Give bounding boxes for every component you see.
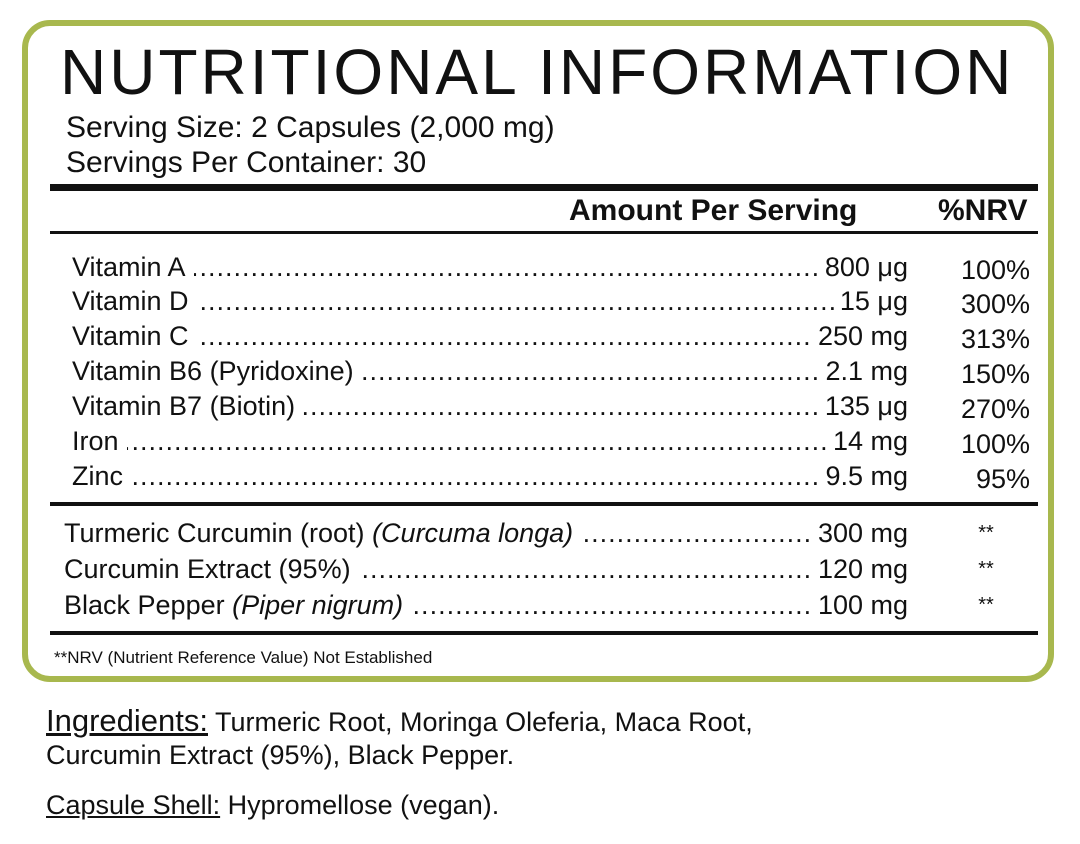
herbal-nrv: ** [978,522,994,544]
herbal-amount: 100 mg [813,588,908,622]
nutrient-nrv: 270% [960,394,1030,424]
leader-dots: ........................................… [72,426,908,456]
nutrient-row: Vitamin B7 (Biotin) ....................… [72,389,908,423]
nutrient-amount: 2.1 mg [821,354,908,388]
capsule-shell-text: Hypromellose (vegan). [227,790,500,820]
ingredients-line-2: Curcumin Extract (95%), Black Pepper. [46,740,515,770]
servings-per-container: Servings Per Container: 30 [66,146,427,179]
nutrient-name: Vitamin A [72,250,194,284]
herbal-latin-name: (Curcuma longa) [372,518,574,548]
nutrient-name: Vitamin D [72,284,197,318]
nutrient-nrv: 100% [960,255,1030,285]
amount-per-serving-header: Amount Per Serving [569,194,858,227]
herbal-row: Black Pepper (Piper nigrum) ............… [64,588,908,622]
nutrient-amount: 9.5 mg [821,459,908,493]
nrv-footnote: **NRV (Nutrient Reference Value) Not Est… [54,648,433,667]
capsule-shell-label: Capsule Shell: [46,790,221,820]
nutrition-panel: NUTRITIONAL INFORMATION Serving Size: 2 … [22,20,1054,682]
nutrient-row: Vitamin A ..............................… [72,250,908,284]
serving-size: Serving Size: 2 Capsules (2,000 mg) [66,111,555,144]
herbal-nrv: ** [978,558,994,580]
nutrient-amount: 135 μg [820,389,908,423]
leader-dots: ........................................… [72,252,908,282]
capsule-shell-line: Capsule Shell: Hypromellose (vegan). [46,788,499,822]
divider-top [50,184,1038,191]
divider-header [50,231,1038,234]
nutrient-name: Vitamin B6 (Pyridoxine) [72,354,362,388]
nutrient-row: Zinc ...................................… [72,459,908,493]
leader-dots: ........................................… [72,461,908,491]
leader-dots: ........................................… [72,321,908,351]
herbal-common-name: Black Pepper [64,590,225,620]
nutrient-nrv: 313% [960,324,1030,354]
nrv-header: %NRV [938,194,1028,227]
panel-title: NUTRITIONAL INFORMATION [60,36,1015,108]
herbal-row: Turmeric Curcumin (root) (Curcuma longa)… [64,516,908,550]
herbal-nrv: ** [978,594,994,616]
ingredients-text-1: Turmeric Root, Moringa Oleferia, Maca Ro… [215,707,753,737]
herbal-name: Black Pepper (Piper nigrum) [64,588,412,622]
herbal-amount: 120 mg [813,552,908,586]
nutrient-amount: 15 μg [835,284,908,318]
leader-dots: ........................................… [72,286,908,316]
divider-middle [50,502,1038,506]
divider-bottom [50,631,1038,635]
nutrient-name: Iron [72,424,127,458]
ingredients-line-1: Ingredients: Turmeric Root, Moringa Olef… [46,704,753,739]
herbal-row: Curcumin Extract (95%) .................… [64,552,908,586]
herbal-latin-name: (Piper nigrum) [232,590,404,620]
nutrient-row: Iron ...................................… [72,424,908,458]
herbal-name: Turmeric Curcumin (root) (Curcuma longa) [64,516,582,550]
nutrient-name: Vitamin C [72,319,197,353]
herbal-amount: 300 mg [813,516,908,550]
nutrient-amount: 14 mg [828,424,908,458]
nutrient-nrv: 100% [960,429,1030,459]
herbal-name: Curcumin Extract (95%) [64,552,359,586]
nutrient-name: Vitamin B7 (Biotin) [72,389,304,423]
nutrient-nrv: 150% [960,359,1030,389]
nutrient-amount: 800 μg [820,250,908,284]
ingredients-label: Ingredients: [46,703,208,738]
nutrient-row: Vitamin D ..............................… [72,284,908,318]
nutrient-row: Vitamin B6 (Pyridoxine) ................… [72,354,908,388]
nutrient-nrv: 300% [960,289,1030,319]
nutrient-amount: 250 mg [813,319,908,353]
nutrient-row: Vitamin C ..............................… [72,319,908,353]
herbal-common-name: Turmeric Curcumin (root) [64,518,365,548]
nutrient-name: Zinc [72,459,132,493]
nutrient-nrv: 95% [975,464,1030,494]
